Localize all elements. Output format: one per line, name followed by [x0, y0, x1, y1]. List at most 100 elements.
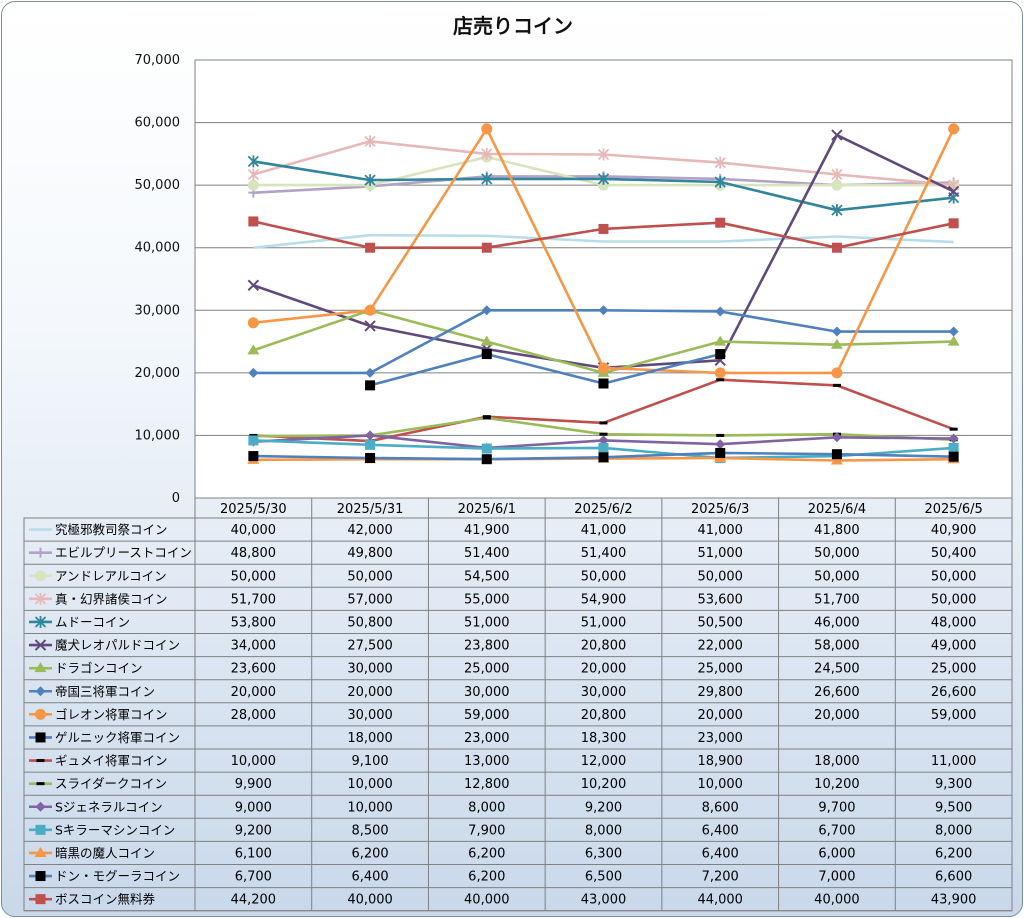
data-point	[715, 439, 726, 450]
data-label: 20,000	[814, 708, 860, 723]
data-label: 57,000	[347, 592, 393, 607]
data-point	[34, 662, 47, 673]
data-point	[481, 349, 492, 360]
x-tick-label: 2025/6/2	[574, 502, 632, 517]
data-label: 50,000	[931, 592, 977, 607]
data-point	[35, 686, 46, 697]
data-point	[35, 547, 46, 558]
data-label: 59,000	[931, 708, 977, 723]
data-label: 46,000	[814, 615, 860, 630]
data-point	[247, 344, 260, 355]
data-point	[715, 447, 726, 458]
data-label: 30,000	[464, 685, 510, 700]
table-row: スライダークコイン 9,900 10,000 12,800 10,200 10,000 10…	[29, 776, 972, 792]
data-point	[35, 894, 46, 905]
plot-area	[194, 59, 1013, 499]
data-point	[35, 801, 46, 812]
data-point	[364, 174, 376, 187]
data-label: 10,000	[231, 754, 277, 769]
data-point	[598, 435, 609, 446]
data-point	[481, 147, 493, 160]
data-point	[716, 378, 725, 382]
data-label: 40,900	[931, 523, 977, 538]
data-label: 12,800	[464, 777, 510, 792]
data-label: 20,000	[697, 708, 743, 723]
data-label: 6,400	[702, 846, 739, 861]
data-label: 50,800	[347, 615, 393, 630]
data-point	[35, 824, 46, 835]
data-label: 10,200	[814, 777, 860, 792]
data-label: 50,400	[931, 546, 977, 561]
x-tick-label: 2025/6/3	[691, 502, 749, 517]
table-row: アンドレアルコイン 50,000 50,000 54,500 50,000 50,000 5…	[29, 568, 976, 584]
data-label: 18,000	[814, 754, 860, 769]
series-4	[247, 135, 960, 192]
gridlines	[194, 59, 1013, 499]
legend-entry: ムドーコイン	[55, 614, 130, 629]
table-row: Sキラーマシンコイン 9,200 8,500 7,900 8,000 6,400 6,700…	[29, 822, 972, 838]
data-point	[831, 367, 843, 379]
data-label: 55,000	[464, 592, 510, 607]
table-row: ギュメイ将軍コイン 10,000 9,100 13,000 12,000 18,900 18…	[29, 753, 976, 769]
data-point	[714, 367, 726, 379]
data-label: 6,400	[702, 823, 739, 838]
data-label: 10,000	[697, 777, 743, 792]
data-point	[35, 570, 46, 582]
table-row: ムドーコイン 53,800 50,800 51,000 51,000 50,500 46,0…	[29, 614, 976, 630]
data-label: 49,800	[347, 546, 393, 561]
data-point	[715, 306, 726, 317]
data-label: 58,000	[814, 639, 860, 654]
data-label: 30,000	[581, 685, 627, 700]
data-label: 8,600	[702, 800, 739, 815]
data-label: 40,000	[231, 523, 277, 538]
data-point	[948, 123, 960, 135]
data-point	[598, 452, 609, 463]
data-label: 7,900	[468, 823, 505, 838]
data-label: 51,000	[581, 615, 627, 630]
data-label: 9,900	[235, 777, 272, 792]
data-label: 42,000	[347, 523, 393, 538]
legend-entry: 暗黒の魔人コイン	[55, 845, 155, 860]
legend-entry: ボスコイン無料券	[55, 892, 156, 907]
table-row: ドン・モグーラコイン 6,700 6,400 6,200 6,500 7,200 7,000…	[29, 869, 972, 885]
data-label: 27,500	[347, 639, 393, 654]
data-point	[831, 168, 843, 181]
data-label: 54,500	[464, 569, 510, 584]
data-point	[480, 335, 493, 346]
data-label: 23,000	[697, 731, 743, 746]
data-point	[481, 454, 492, 465]
series-9	[247, 123, 960, 379]
data-label: 50,000	[814, 546, 860, 561]
data-label: 12,000	[581, 754, 627, 769]
data-label: 30,000	[347, 708, 393, 723]
data-label: 41,900	[464, 523, 510, 538]
data-label: 41,800	[814, 523, 860, 538]
legend-entry: ゲルニック将軍コイン	[55, 730, 180, 745]
series-line	[369, 352, 721, 387]
data-label: 6,500	[585, 870, 622, 885]
data-label: 9,200	[585, 800, 622, 815]
data-label: 50,000	[347, 569, 393, 584]
data-label: 51,000	[464, 615, 510, 630]
y-tick-label: 0	[172, 491, 180, 506]
y-tick-label: 40,000	[135, 241, 181, 256]
series-8	[248, 305, 959, 378]
data-point	[481, 172, 493, 185]
data-point	[365, 242, 376, 253]
data-label: 6,100	[235, 846, 272, 861]
series-1	[253, 233, 954, 249]
data-point	[365, 367, 376, 378]
data-label: 51,700	[814, 592, 860, 607]
x-tick-label: 2025/5/31	[337, 502, 404, 517]
data-point	[599, 421, 608, 425]
data-label: 41,000	[581, 523, 627, 538]
legend-entry: Sジェネラルコイン	[55, 799, 163, 814]
data-label: 9,100	[351, 754, 388, 769]
data-label: 18,900	[697, 754, 743, 769]
data-label: 22,000	[697, 639, 743, 654]
data-point	[365, 430, 376, 441]
data-point	[831, 432, 842, 443]
table-row: Sジェネラルコイン 9,000 10,000 8,000 9,200 8,600 9,700…	[29, 799, 972, 815]
data-label: 8,000	[935, 823, 972, 838]
